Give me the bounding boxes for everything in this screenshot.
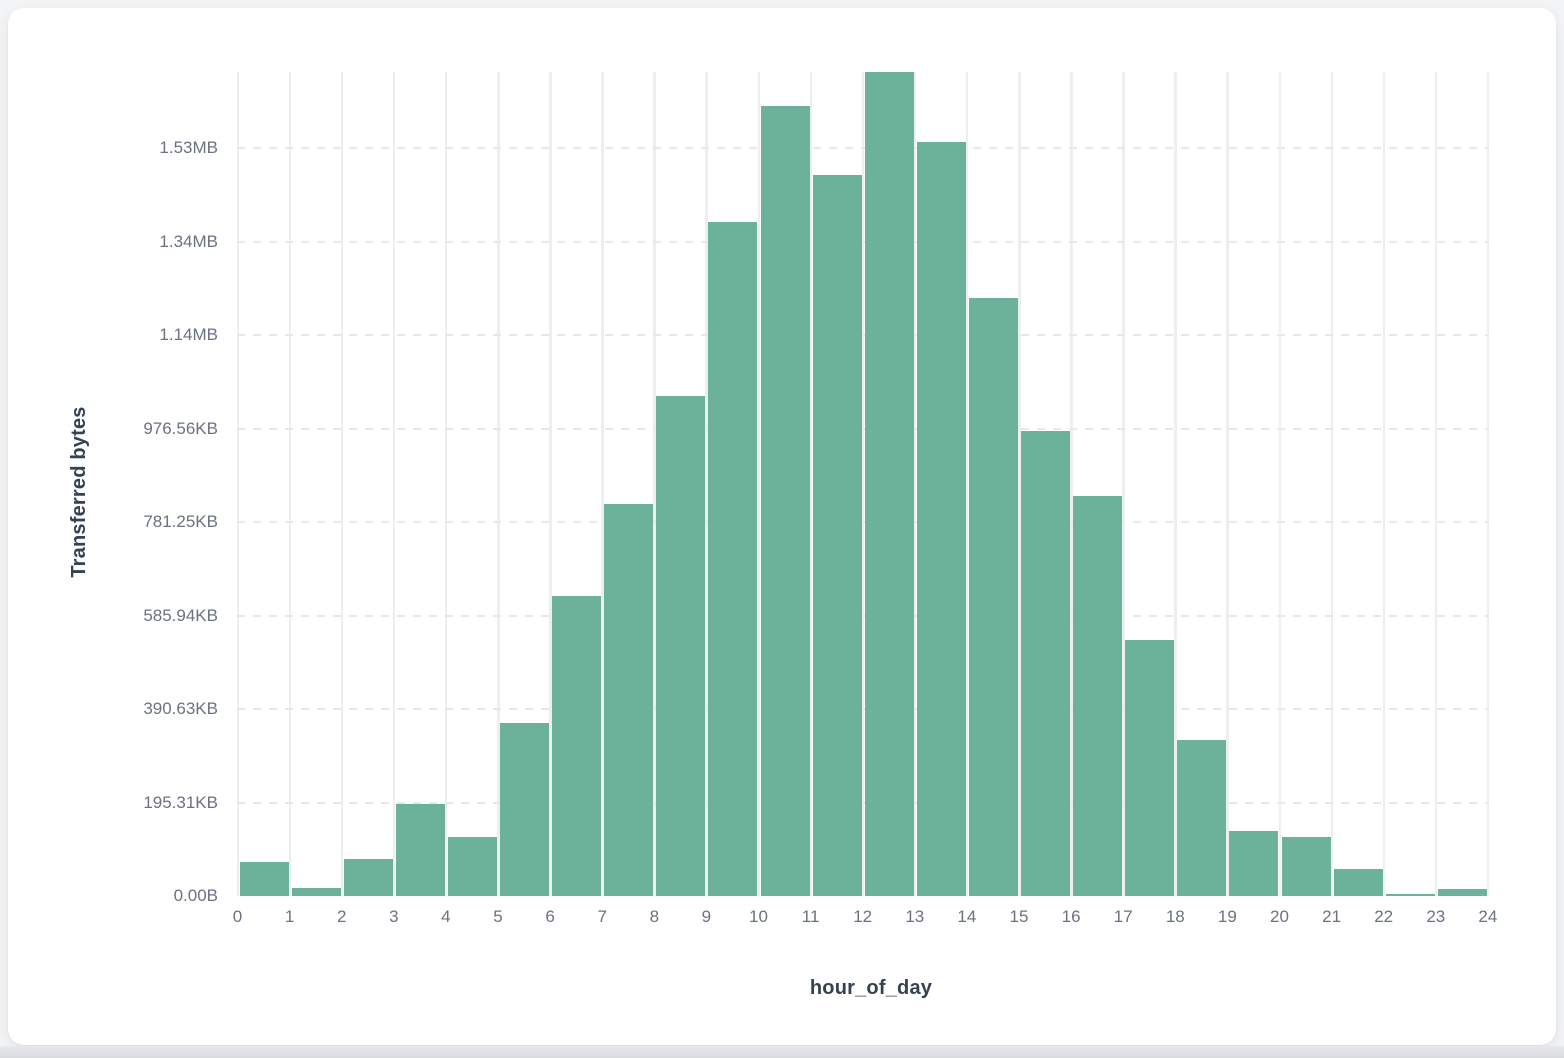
gridline-vertical [1070,72,1073,896]
x-tick-label: 12 [853,907,873,926]
x-tick-label: 20 [1270,907,1289,926]
gridline-vertical [497,72,500,896]
gridline-horizontal [237,334,1489,336]
gridline-vertical [965,72,969,896]
gridline-vertical [1226,72,1229,896]
gridline-vertical [444,72,448,896]
histogram-bar-hour-5[interactable] [500,723,549,896]
gridline-vertical [288,72,292,896]
gridline-vertical [705,72,708,896]
gridline-vertical [653,72,656,896]
histogram-bar-hour-6[interactable] [552,595,602,896]
histogram-bar-hour-1[interactable] [291,888,341,896]
gridline-vertical [757,72,760,896]
gridline-vertical [913,72,917,896]
gridline-vertical [392,72,396,896]
x-tick-label: 8 [649,907,660,926]
x-tick-label: 9 [701,907,712,926]
histogram-bar-hour-13[interactable] [916,141,966,896]
y-tick-label: 1.53MB [159,138,218,157]
x-axis-title: hour_of_day [809,977,933,999]
x-tick-label: 0 [232,907,243,926]
histogram-bar-hour-3[interactable] [395,803,445,896]
histogram-bar-hour-12[interactable] [864,72,914,896]
plot-area [236,72,1490,896]
gridline-horizontal [237,708,1489,710]
y-axis-title: Transferred bytes [68,406,90,578]
x-tick-label: 13 [905,907,925,926]
gridline-vertical [1486,72,1490,896]
gridline-vertical [861,72,865,896]
x-tick-label: 19 [1217,907,1237,926]
histogram-bar-hour-21[interactable] [1333,868,1383,896]
gridline-vertical [340,72,344,896]
gridline-horizontal [237,147,1489,149]
gridline-vertical [1278,72,1281,896]
gridline-horizontal [237,427,1489,430]
histogram-bar-hour-8[interactable] [656,395,706,896]
gridline-vertical [549,72,552,896]
x-tick-label: 5 [493,907,503,926]
y-tick-label: 1.34MB [159,231,218,251]
x-tick-label: 24 [1478,907,1498,926]
histogram-bar-hour-22[interactable] [1385,893,1435,896]
histogram-bar-hour-11[interactable] [812,175,862,896]
histogram-bar-hour-2[interactable] [343,859,393,896]
histogram-bar-hour-18[interactable] [1177,739,1227,896]
x-tick-label: 11 [801,907,820,926]
gridline-horizontal [237,614,1489,617]
x-tick-label: 16 [1061,907,1081,926]
gridline-vertical [1434,72,1438,896]
y-tick-label: 390.63KB [143,699,218,718]
histogram-bar-hour-14[interactable] [968,298,1018,896]
x-tick-label: 3 [389,907,399,926]
x-tick-label: 1 [284,907,295,926]
gridline-vertical [1018,72,1021,896]
x-tick-label: 23 [1426,907,1446,926]
histogram-bar-hour-4[interactable] [447,837,497,896]
histogram-bar-hour-23[interactable] [1437,889,1487,896]
y-tick-label: 781.25KB [143,512,218,531]
y-tick-label: 1.14MB [159,325,218,344]
gridline-vertical [1330,72,1334,896]
histogram-bar-hour-15[interactable] [1021,430,1070,896]
histogram-bar-hour-10[interactable] [760,105,810,896]
histogram-bar-hour-7[interactable] [604,503,654,896]
gridline-vertical [1174,72,1177,896]
histogram-bar-hour-17[interactable] [1125,639,1175,896]
histogram-bar-hour-20[interactable] [1281,837,1331,896]
x-tick-label: 4 [441,907,451,926]
x-tick-label: 6 [545,907,555,926]
y-tick-label: 976.56KB [143,418,218,438]
histogram-bar-hour-19[interactable] [1229,831,1279,896]
x-tick-label: 14 [957,907,977,926]
window-bottom-strip [0,1046,1564,1058]
gridline-horizontal [237,521,1489,523]
x-tick-label: 2 [336,907,347,926]
gridline-vertical [809,72,813,896]
y-tick-label: 585.94KB [143,605,218,625]
x-tick-label: 7 [597,907,607,926]
gridline-vertical [1122,72,1125,896]
x-tick-label: 15 [1009,907,1029,926]
x-tick-label: 22 [1374,907,1394,926]
gridline-horizontal [237,240,1489,243]
y-tick-label: 195.31KB [143,792,218,812]
x-tick-label: 10 [749,907,768,926]
gridline-vertical [236,72,239,896]
gridline-horizontal [237,801,1489,804]
gridline-vertical [601,72,604,896]
histogram-bar-hour-0[interactable] [239,861,289,896]
histogram-bar-hour-16[interactable] [1073,495,1123,896]
x-tick-label: 21 [1322,907,1342,926]
histogram-bar-hour-9[interactable] [708,221,758,896]
y-tick-label: 0.00B [173,886,218,905]
x-tick-label: 17 [1113,907,1133,926]
x-tick-label: 18 [1165,907,1185,926]
gridline-vertical [1382,72,1386,896]
